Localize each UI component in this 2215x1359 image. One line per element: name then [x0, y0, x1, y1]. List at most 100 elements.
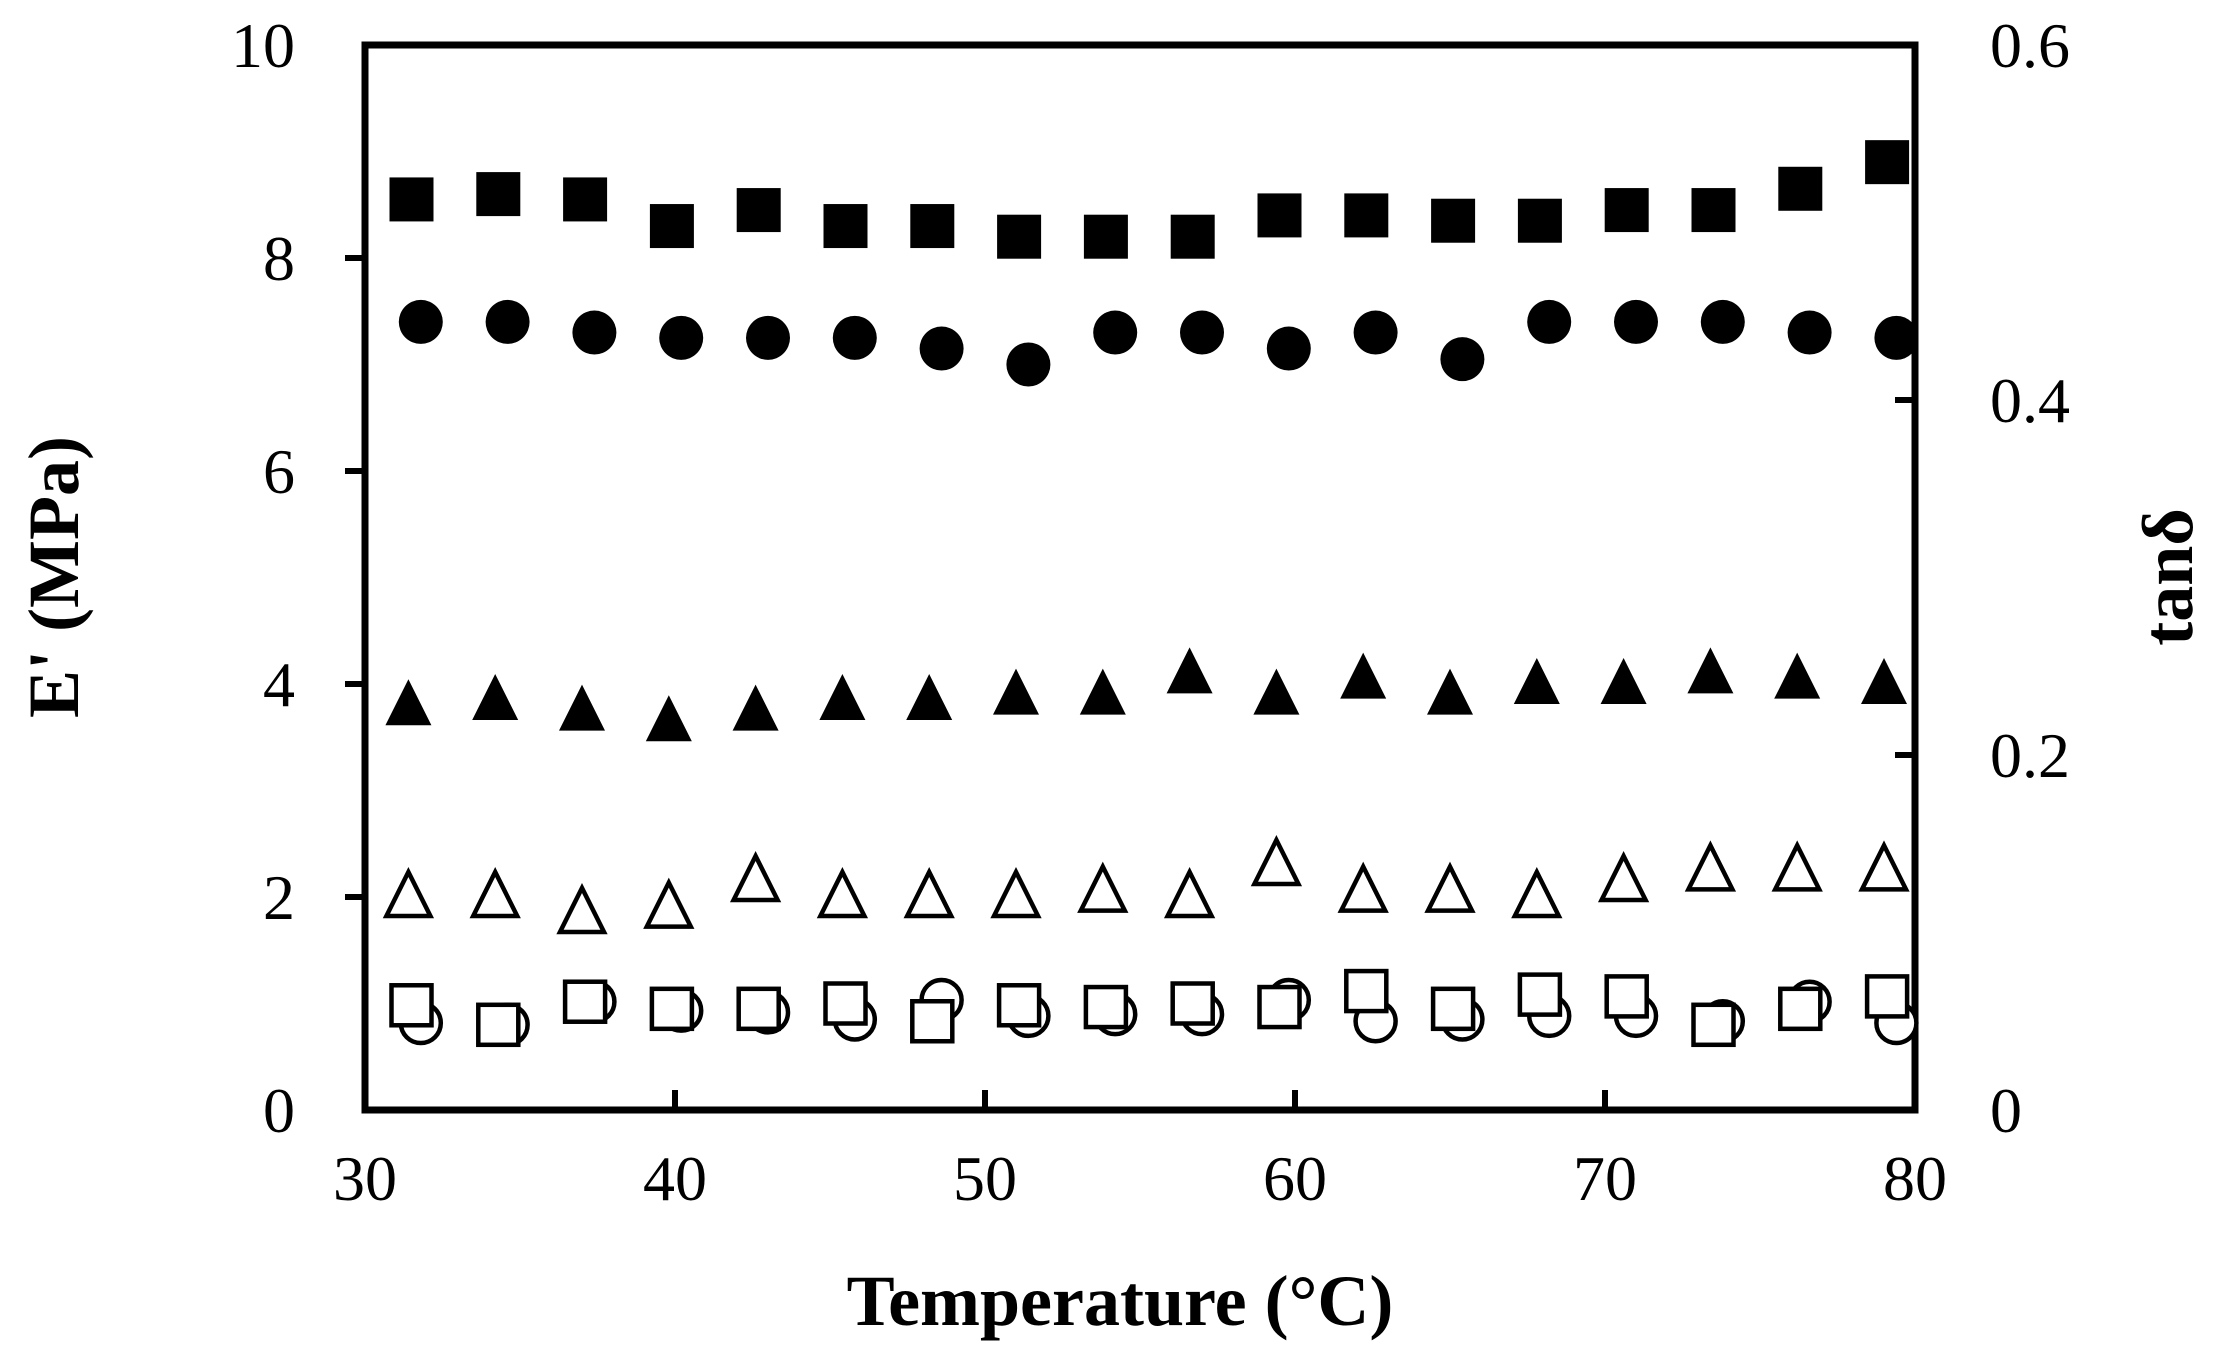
data-point	[1266, 326, 1311, 371]
series-triangle-filled	[385, 647, 1907, 742]
data-point	[1604, 188, 1649, 233]
markers	[382, 140, 1919, 1048]
y2-tick-label: 0	[1990, 1075, 2022, 1146]
data-point	[990, 866, 1042, 919]
data-point	[645, 695, 692, 742]
data-point	[1771, 840, 1823, 892]
data-point	[1424, 861, 1476, 913]
data-point	[1687, 647, 1734, 694]
y-tick-label: 2	[263, 862, 295, 933]
data-point	[1427, 668, 1473, 715]
data-point	[1774, 652, 1821, 699]
data-point	[472, 673, 519, 720]
data-point	[562, 979, 608, 1024]
data-point	[1253, 668, 1300, 715]
data-point	[1006, 342, 1051, 387]
data-point	[385, 679, 432, 726]
data-point	[823, 204, 868, 249]
data-point	[1440, 337, 1485, 382]
data-point	[1778, 986, 1823, 1032]
y-tick-label: 4	[263, 649, 295, 720]
data-point	[996, 983, 1042, 1028]
y-tick-label: 0	[263, 1075, 295, 1146]
data-point	[1778, 166, 1823, 211]
data-point	[919, 326, 964, 371]
data-point	[1597, 850, 1650, 903]
data-point	[1511, 866, 1563, 919]
y-tick-label: 6	[263, 436, 295, 507]
x-axis-title: Temperature (°C)	[847, 1261, 1394, 1341]
y2-axis-title: tanδ	[2128, 508, 2208, 645]
data-point	[485, 299, 530, 344]
data-point	[1684, 840, 1737, 892]
data-point	[1337, 861, 1389, 913]
data-point	[382, 866, 435, 919]
x-tick-label: 60	[1263, 1143, 1327, 1214]
series-square-filled	[389, 140, 1910, 259]
data-point	[832, 315, 877, 360]
x-tick-label: 80	[1883, 1143, 1947, 1214]
data-point	[1430, 986, 1476, 1032]
data-point	[1170, 214, 1215, 259]
data-point	[1865, 140, 1910, 185]
x-tick-label: 50	[953, 1143, 1017, 1214]
data-point	[1600, 658, 1647, 704]
data-point	[736, 986, 781, 1032]
data-point	[819, 673, 866, 720]
data-point	[559, 684, 605, 731]
data-point	[993, 668, 1039, 715]
data-point	[1257, 193, 1302, 238]
x-tick-label: 30	[333, 1143, 397, 1214]
data-point	[1513, 658, 1560, 704]
ticks	[345, 255, 1915, 1110]
data-point	[1864, 974, 1910, 1019]
data-point	[1858, 840, 1910, 892]
data-point	[1163, 866, 1216, 919]
tick-labels: 30 40 50 60 70 80 0 2 4 6 8 10 0 0.2 0.4 0.6	[231, 10, 2070, 1214]
data-point	[649, 986, 695, 1032]
data-point	[572, 310, 617, 355]
data-point	[903, 866, 955, 919]
data-point	[1093, 310, 1138, 355]
data-point	[746, 315, 790, 360]
data-point	[1874, 315, 1919, 360]
data-point	[1083, 214, 1128, 259]
series-circle-open	[398, 977, 1919, 1048]
data-point	[816, 866, 869, 919]
data-point	[732, 684, 779, 731]
data-point	[643, 877, 695, 929]
data-point	[997, 214, 1042, 259]
plot-frame	[361, 41, 1919, 1114]
data-point	[1604, 974, 1649, 1019]
data-point	[1691, 188, 1736, 233]
data-point	[1170, 981, 1215, 1026]
data-point	[476, 172, 521, 217]
data-point	[1691, 1002, 1736, 1048]
data-point	[1083, 984, 1129, 1030]
data-point	[563, 177, 608, 222]
data-point	[1344, 193, 1389, 238]
series-triangle-open	[382, 835, 1910, 935]
series-circle-filled	[398, 299, 1919, 387]
x-tick-label: 70	[1573, 1143, 1637, 1214]
data-point	[729, 850, 782, 903]
data-point	[1180, 310, 1224, 355]
data-point	[389, 983, 434, 1028]
data-point	[659, 315, 704, 360]
data-point	[910, 204, 955, 249]
data-point	[736, 188, 781, 233]
y-tick-label: 10	[231, 10, 295, 81]
data-point	[1517, 972, 1563, 1017]
data-point	[1700, 299, 1745, 344]
data-point	[1431, 198, 1476, 243]
y2-tick-label: 0.4	[1990, 365, 2070, 436]
data-point	[649, 204, 694, 249]
data-point	[389, 177, 434, 222]
data-point	[1861, 658, 1907, 704]
data-point	[476, 1002, 521, 1048]
data-point	[1614, 299, 1658, 344]
data-point	[1344, 968, 1389, 1014]
x-tick-label: 40	[643, 1143, 707, 1214]
data-point	[1077, 861, 1129, 913]
data-point	[910, 999, 955, 1044]
